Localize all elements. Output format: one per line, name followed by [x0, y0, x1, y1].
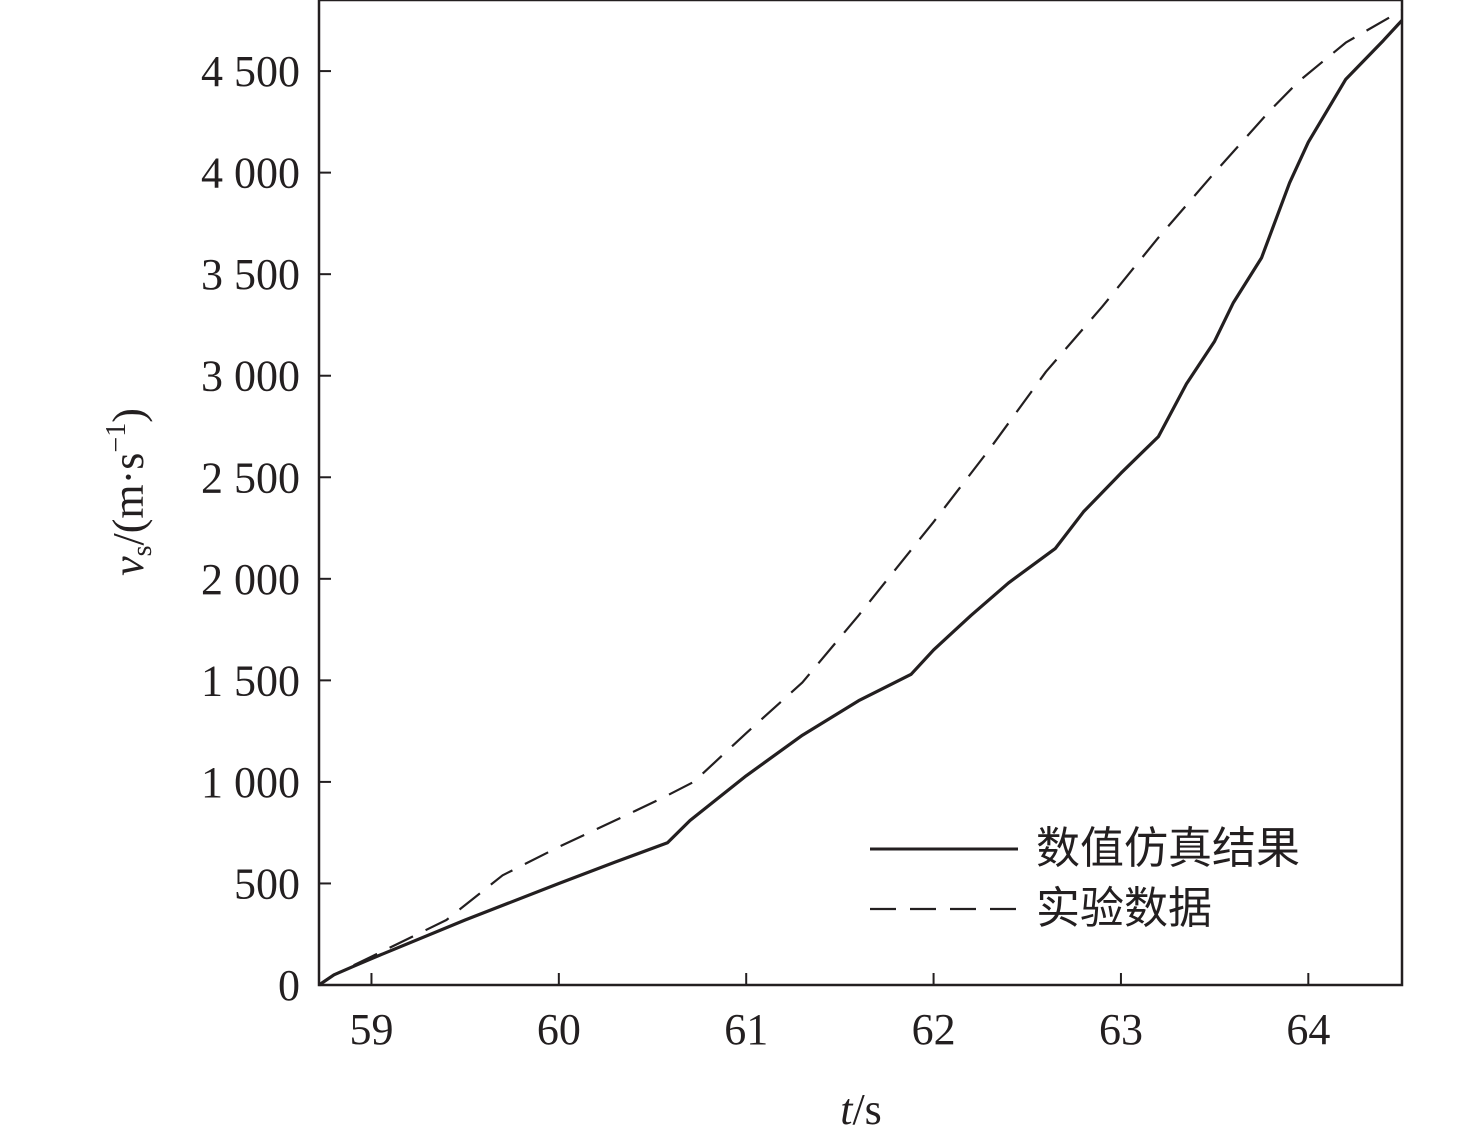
y-axis-title: vs/(m·s−1)	[101, 408, 158, 576]
y-tick-label: 4 500	[201, 47, 300, 96]
y-tick-label: 3 000	[201, 352, 300, 401]
svg-text:t/s: t/s	[840, 1085, 882, 1134]
x-tick-label: 63	[1099, 1005, 1143, 1054]
legend-label-experiment: 实验数据	[1036, 883, 1212, 934]
x-tick-label: 61	[724, 1005, 768, 1054]
x-tick-label: 59	[349, 1005, 393, 1054]
y-axis-ticks: 0 500 1 000 1 500 2 000 2 500 3 000 3 500 4 000 4…	[201, 47, 331, 1010]
x-tick-label: 62	[912, 1005, 956, 1054]
legend: 数值仿真结果 实验数据	[870, 823, 1300, 934]
y-tick-label: 1 500	[201, 656, 300, 705]
y-tick-label: 1 000	[201, 758, 300, 807]
x-tick-label: 64	[1286, 1005, 1330, 1054]
legend-label-simulation: 数值仿真结果	[1036, 823, 1300, 874]
y-tick-label: 3 500	[201, 250, 300, 299]
series-line-experiment	[318, 9, 1403, 986]
x-tick-label: 60	[537, 1005, 581, 1054]
x-axis-title: t/s	[840, 1085, 882, 1134]
y-tick-label: 500	[234, 859, 300, 908]
y-tick-label: 2 000	[201, 555, 300, 604]
y-tick-label: 2 500	[201, 453, 300, 502]
svg-text:vs/(m·s−1): vs/(m·s−1)	[101, 408, 158, 576]
y-tick-label: 4 000	[201, 149, 300, 198]
plot-frame	[317, 0, 1404, 987]
series-layer	[318, 9, 1404, 987]
x-axis-ticks: 59 60 61 62 63 64	[349, 973, 1330, 1054]
y-tick-label: 0	[278, 961, 300, 1010]
series-line-simulation	[318, 19, 1404, 987]
